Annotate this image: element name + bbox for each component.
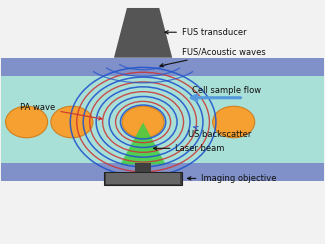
Circle shape bbox=[6, 106, 48, 138]
Bar bbox=[135, 163, 151, 172]
Circle shape bbox=[122, 106, 164, 138]
Text: Imaging objective: Imaging objective bbox=[188, 174, 277, 183]
Text: Cell sample flow: Cell sample flow bbox=[192, 86, 261, 95]
Circle shape bbox=[213, 106, 255, 138]
Text: FUS transducer: FUS transducer bbox=[165, 28, 247, 37]
Bar bbox=[1, 76, 324, 163]
Circle shape bbox=[51, 106, 93, 138]
Polygon shape bbox=[121, 122, 166, 164]
Bar bbox=[1, 163, 324, 182]
Text: FUS/Acoustic waves: FUS/Acoustic waves bbox=[160, 48, 266, 67]
Bar bbox=[1, 58, 324, 76]
Text: US backscatter: US backscatter bbox=[188, 126, 252, 139]
Text: PA wave: PA wave bbox=[20, 103, 102, 120]
Polygon shape bbox=[114, 8, 172, 58]
Text: Laser beam: Laser beam bbox=[154, 144, 225, 153]
Bar bbox=[106, 173, 180, 184]
Bar bbox=[104, 172, 182, 185]
